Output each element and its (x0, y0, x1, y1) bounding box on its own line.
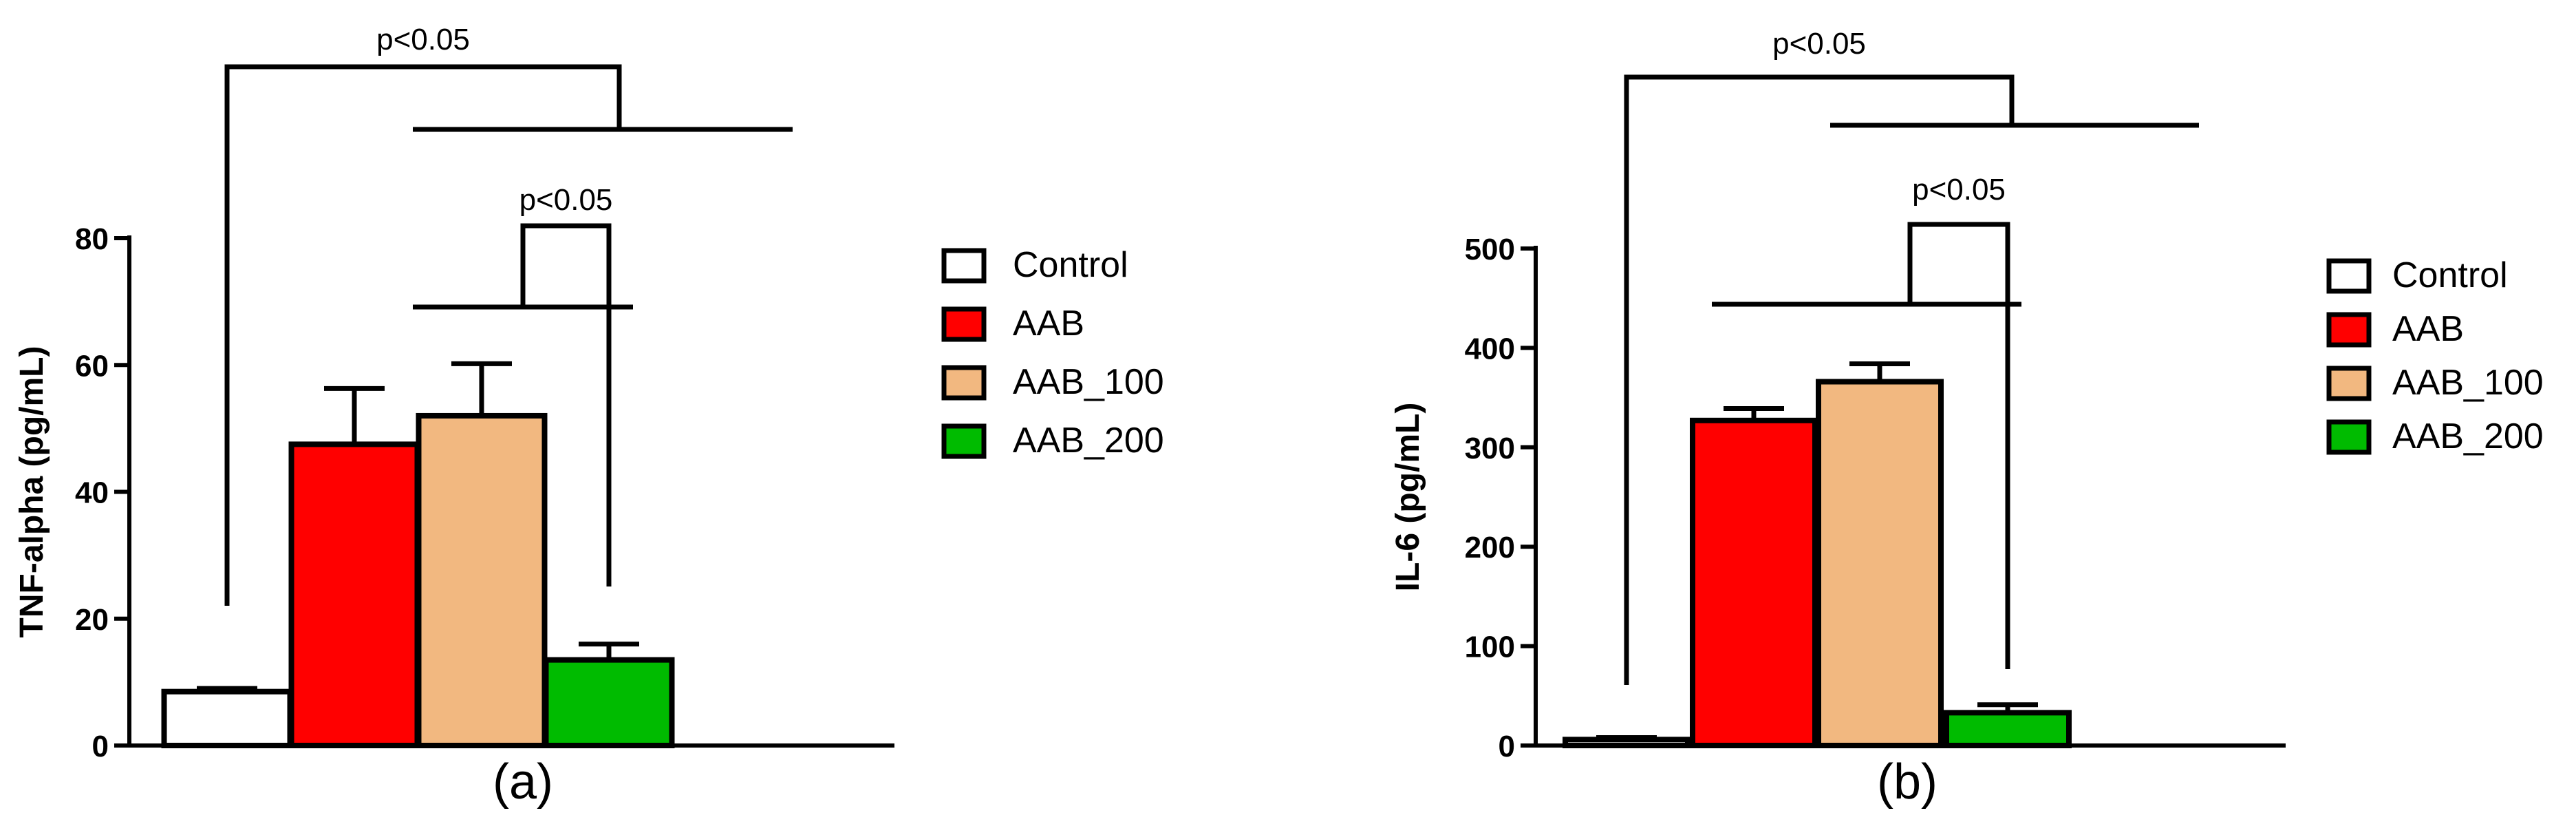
bar-aab-200 (1944, 710, 2072, 749)
legend-label: Control (1013, 245, 1128, 285)
legend-swatch (941, 365, 987, 401)
bar-aab (288, 441, 420, 748)
legend-swatch (2326, 312, 2372, 348)
significance-bracket (224, 64, 622, 606)
legend-swatch (2326, 366, 2372, 401)
y-tick-label: 500 (1465, 233, 1515, 266)
y-tick-label: 400 (1465, 332, 1515, 366)
panel-label: (a) (493, 754, 553, 810)
y-tick-label: 20 (75, 603, 109, 637)
significance-label: p<0.05 (376, 23, 470, 56)
y-tick-label: 80 (75, 222, 109, 256)
y-tick-label: 60 (75, 349, 109, 383)
y-axis-title: TNF-alpha (pg/mL) (14, 346, 50, 638)
significance-label: p<0.05 (519, 183, 613, 217)
legend-label: AAB (2392, 309, 2464, 349)
significance-label: p<0.05 (1912, 173, 2006, 207)
legend-label: Control (2392, 255, 2508, 295)
legend-swatch (941, 248, 987, 284)
y-tick-label: 40 (75, 476, 109, 510)
legend-label: AAB_200 (1013, 421, 1164, 461)
chart-panel-b: 0 100 200 300 400 500 IL-6 (pg/mL) (b) p<0.05 p<0… (1390, 27, 2544, 810)
y-axis-title: IL-6 (pg/mL) (1390, 403, 1426, 592)
legend-swatch (941, 423, 987, 459)
legend: Control AAB AAB_100 AAB_200 (941, 245, 1164, 461)
bar-aab-100 (416, 412, 548, 748)
bar-aab (1690, 417, 1818, 748)
bar-aab-100 (1816, 379, 1944, 748)
legend-label: AAB_100 (2392, 363, 2544, 403)
bar-control (161, 688, 293, 748)
legend-swatch (941, 306, 987, 342)
chart-panel-a: 0 20 40 60 80 TNF-alpha (pg/mL) (a) p<0.05 p<0.0… (14, 23, 1164, 810)
y-tick-label: 300 (1465, 432, 1515, 465)
significance-bracket (1624, 74, 2015, 685)
y-tick-label: 0 (1499, 730, 1515, 763)
legend: Control AAB AAB_100 AAB_200 (2326, 255, 2544, 456)
y-tick-label: 100 (1465, 631, 1515, 664)
y-tick-label: 0 (92, 730, 109, 763)
bar-aab-200 (543, 657, 675, 748)
significance-label: p<0.05 (1772, 27, 1866, 61)
panel-label: (b) (1877, 754, 1938, 810)
significance-bracket (520, 223, 612, 586)
significance-bracket (1907, 222, 2010, 669)
legend-swatch (2326, 419, 2372, 455)
legend-label: AAB_100 (1013, 362, 1164, 402)
legend-label: AAB_200 (2392, 416, 2544, 456)
legend-label: AAB (1013, 304, 1084, 343)
y-tick-label: 200 (1465, 531, 1515, 564)
legend-swatch (2326, 258, 2372, 294)
